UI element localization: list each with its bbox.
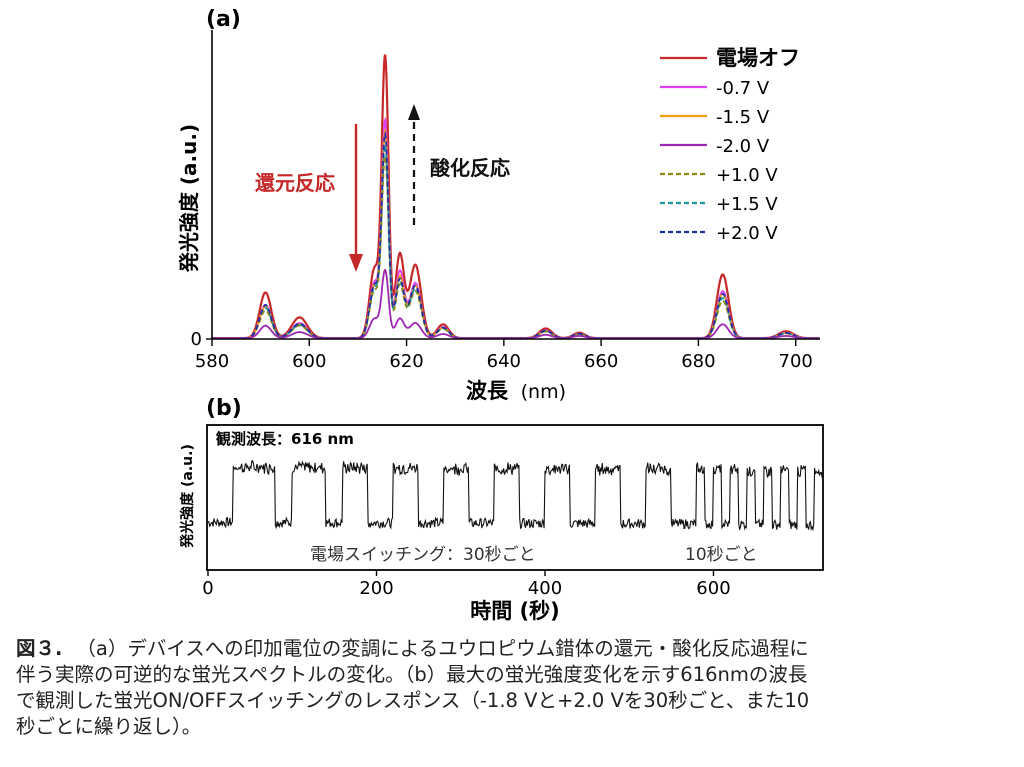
caption-label: 図３. xyxy=(16,637,63,660)
legend-label: 電場オフ xyxy=(716,46,800,70)
panel-a-x-axis-unit: (nm) xyxy=(521,381,566,403)
panel-a-x-axis-label: 波長 (nm) xyxy=(466,379,566,403)
caption-line-1: 図３. （a）デバイスへの印加電位の変調によるユウロピウム錯体の還元・酸化反応過程… xyxy=(16,636,1014,662)
panel-a-x-axis-label-main: 波長 xyxy=(466,379,509,403)
legend-label: +1.5 V xyxy=(716,194,778,215)
panel-a: (a) 発光強度 (a.u.) 580 600 620 640 660 680 700 0 … xyxy=(177,7,820,403)
panel-a-x-ticks: 580 600 620 640 660 680 700 xyxy=(195,339,813,372)
panel-a-y-axis-label: 発光強度 (a.u.) xyxy=(177,124,201,273)
switching-30s-annotation: 電場スイッチング：30秒ごと xyxy=(310,545,536,565)
panel-b-x-ticks: 0 200 400 600 xyxy=(202,570,731,599)
panel-a-y-axis-label-group: 発光強度 (a.u.) xyxy=(177,124,201,273)
legend-label: -0.7 V xyxy=(716,78,770,99)
legend-label: -1.5 V xyxy=(716,107,770,128)
panel-b-plot-area xyxy=(207,460,823,532)
panel-b-frame xyxy=(206,424,824,571)
panel-b-x-axis-label: 時間 (秒) xyxy=(470,599,560,623)
panel-b-y-axis-label: 発光強度 (a.u.) xyxy=(179,444,196,549)
panel-b-label: (b) xyxy=(206,396,242,421)
panel-a-x-tick-label: 700 xyxy=(779,351,813,372)
caption-line-2: 伴う実際の可逆的な蛍光スペクトルの変化。（b）最大の蛍光強度変化を示す616nm… xyxy=(16,663,808,686)
switching-10s-annotation: 10秒ごと xyxy=(685,545,758,565)
caption-line-3: で観測した蛍光ON/OFFスイッチングのレスポンス（-1.8 Vと+2.0 Vを… xyxy=(16,689,810,712)
spectrum-series-line xyxy=(212,130,820,340)
panel-a-x-tick-label: 580 xyxy=(195,351,229,372)
panel-b: (b) 発光強度 (a.u.) 0 200 400 600 観測波長：616 nm 電… xyxy=(179,396,824,623)
legend-label: +2.0 V xyxy=(716,223,778,244)
panel-a-x-tick-label: 640 xyxy=(487,351,521,372)
legend-label: -2.0 V xyxy=(716,136,770,157)
panel-a-y-ticks: 0 xyxy=(191,329,212,350)
reduction-annotation: 還元反応 xyxy=(255,171,335,195)
switching-trace-line xyxy=(207,460,823,532)
panel-a-x-tick-label: 620 xyxy=(389,351,423,372)
panel-b-x-tick-label: 400 xyxy=(528,578,562,599)
reduction-arrow xyxy=(349,124,363,272)
panel-a-x-tick-label: 660 xyxy=(584,351,618,372)
panel-a-legend: 電場オフ -0.7 V -1.5 V -2.0 V +1.0 V +1.5 V +2.0 V xyxy=(660,46,800,244)
panel-a-x-tick-label: 680 xyxy=(681,351,715,372)
panel-a-y-tick-label: 0 xyxy=(191,329,202,350)
panel-a-x-tick-label: 600 xyxy=(292,351,326,372)
caption-line-1-text: （a）デバイスへの印加電位の変調によるユウロピウム錯体の還元・酸化反応過程に xyxy=(76,637,809,660)
observed-wavelength-annotation: 観測波長：616 nm xyxy=(216,430,354,448)
figure: (a) 発光強度 (a.u.) 580 600 620 640 660 680 700 0 … xyxy=(177,7,824,623)
oxidation-arrow xyxy=(408,104,420,225)
panel-b-x-tick-label: 0 xyxy=(202,578,213,599)
figure-caption: 図３. （a）デバイスへの印加電位の変調によるユウロピウム錯体の還元・酸化反応過程… xyxy=(16,636,1014,740)
caption-line-4: 秒ごとに繰り返し）。 xyxy=(16,715,202,738)
panel-b-x-tick-label: 200 xyxy=(359,578,393,599)
oxidation-annotation: 酸化反応 xyxy=(430,156,510,180)
panel-a-label: (a) xyxy=(206,7,241,32)
panel-b-y-axis-label-group: 発光強度 (a.u.) xyxy=(179,444,196,549)
legend-label: +1.0 V xyxy=(716,165,778,186)
panel-b-x-tick-label: 600 xyxy=(696,578,730,599)
